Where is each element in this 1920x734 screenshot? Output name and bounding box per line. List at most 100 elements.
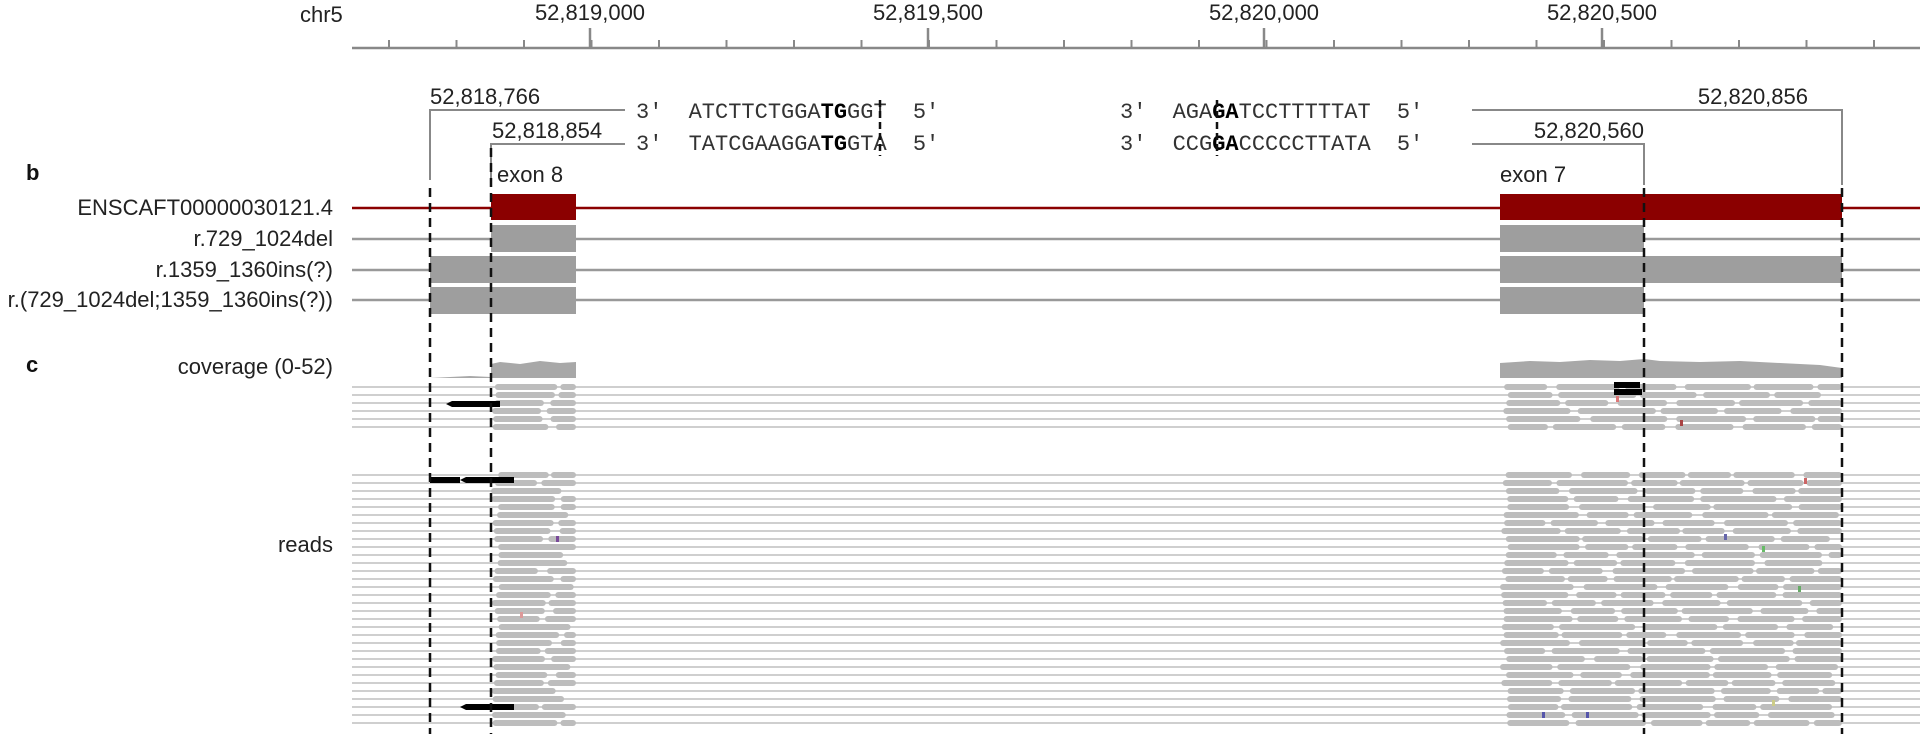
read: [492, 520, 554, 526]
read: [1616, 552, 1695, 558]
read: [1556, 480, 1628, 486]
reads-pileup: [352, 384, 1920, 726]
mismatch-mark: [1798, 586, 1801, 592]
read: [1644, 488, 1696, 494]
read: [1828, 552, 1842, 558]
read: [1568, 488, 1638, 494]
read: [1733, 472, 1795, 478]
read: [1631, 480, 1678, 486]
read: [560, 384, 576, 390]
read: [1506, 656, 1585, 662]
read: [1780, 536, 1830, 542]
read: [1742, 424, 1806, 430]
read: [1594, 656, 1644, 662]
read: [1632, 544, 1678, 550]
read: [1507, 504, 1570, 510]
read: [494, 608, 545, 614]
split-read-arrow: [460, 477, 466, 483]
read: [493, 528, 551, 534]
read: [1505, 576, 1565, 582]
breakpoint-label-4: 52,820,856: [1698, 84, 1808, 109]
read: [1817, 416, 1842, 422]
read: [1771, 512, 1839, 518]
read: [492, 424, 549, 430]
read: [1507, 720, 1570, 726]
read: [1789, 576, 1842, 582]
read: [558, 520, 576, 526]
read: [1756, 568, 1815, 574]
coverage-track: [430, 359, 1842, 378]
read: [1503, 608, 1562, 614]
read: [495, 648, 541, 654]
read: [1723, 696, 1780, 702]
read: [1578, 640, 1646, 646]
read: [1739, 400, 1804, 406]
read: [1561, 632, 1623, 638]
read: [1501, 592, 1569, 598]
read: [1575, 720, 1646, 726]
sequence-right-bottom: 3' CCGGACCCCCTTATA 5': [1120, 132, 1423, 157]
read: [1627, 496, 1695, 502]
read: [553, 608, 576, 614]
read: [1500, 664, 1553, 670]
read: [491, 488, 562, 494]
read: [1767, 712, 1835, 718]
read: [556, 424, 576, 430]
exon-7-label: exon 7: [1500, 162, 1566, 187]
read: [498, 552, 564, 558]
ruler-minor-ticks: [388, 40, 1875, 48]
read: [1701, 552, 1755, 558]
read: [1822, 688, 1842, 694]
read: [1776, 688, 1820, 694]
read: [1614, 680, 1683, 686]
read: [1564, 528, 1621, 534]
read: [1641, 712, 1711, 718]
coverage-exon-7: [1500, 359, 1842, 378]
read: [1714, 664, 1769, 670]
split-read: [1614, 382, 1640, 388]
read: [1620, 560, 1676, 566]
read: [491, 600, 546, 606]
breakpoint-guides: [428, 148, 1844, 734]
read: [1798, 504, 1842, 510]
read: [1552, 424, 1617, 430]
read: [1692, 568, 1754, 574]
read: [1503, 512, 1579, 518]
read: [497, 512, 569, 518]
ruler-tick-4: 52,820,500: [1547, 0, 1657, 48]
read: [1753, 416, 1816, 422]
read: [493, 664, 571, 670]
read: [1580, 672, 1622, 678]
read: [1501, 568, 1544, 574]
ruler-tick-label: 52,819,500: [873, 0, 983, 25]
read: [1504, 560, 1569, 566]
read: [1713, 504, 1793, 510]
read: [1814, 544, 1842, 550]
read: [1691, 640, 1744, 646]
read: [1502, 480, 1552, 486]
read: [1684, 384, 1751, 390]
breakpoint-brackets: 52,818,766 52,818,854 52,820,560 52,820,…: [429, 84, 1843, 185]
split-read-arrow: [460, 704, 466, 710]
read: [498, 584, 574, 590]
read: [1504, 648, 1546, 654]
sequence-left-top: 3' ATCTTCTGGATGGGT 5': [636, 100, 939, 125]
read: [1702, 512, 1769, 518]
read: [1504, 520, 1546, 526]
junction-sequences: 3' ATCTTCTGGATGGGT 5' 3' TATCGAAGGATGGTA…: [636, 100, 1423, 157]
read: [1577, 616, 1619, 622]
read: [1500, 584, 1574, 590]
read: [1817, 568, 1842, 574]
read: [1662, 520, 1715, 526]
read: [548, 600, 576, 606]
read: [495, 672, 548, 678]
read: [1605, 520, 1655, 526]
read: [1817, 384, 1842, 390]
read: [497, 616, 540, 622]
read: [494, 568, 538, 574]
read: [1788, 696, 1842, 702]
read: [1507, 544, 1580, 550]
read: [1567, 576, 1608, 582]
read: [1726, 600, 1803, 606]
